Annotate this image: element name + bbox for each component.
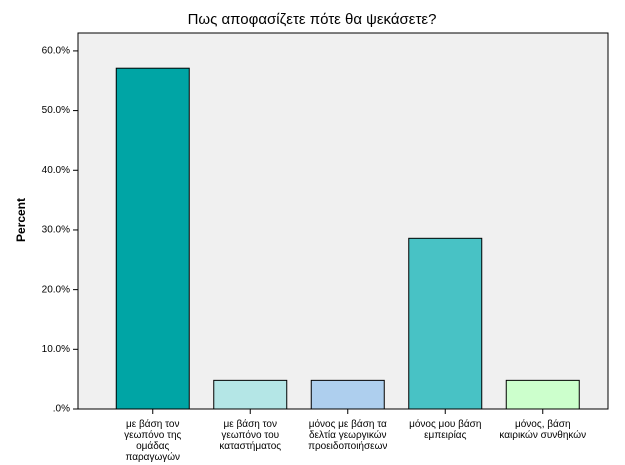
x-tick-label-line: εμπειρίας	[424, 429, 466, 441]
x-tick-label-line: μόνος με βάση τα	[309, 418, 387, 430]
x-tick-label-line: παραγωγών	[125, 451, 180, 463]
y-tick-label: 40.0%	[42, 165, 70, 176]
x-tick-label-line: με βάση τον	[126, 418, 179, 430]
x-tick-label-line: με βάση τον	[224, 418, 277, 430]
x-tick-label-line: γεωπόνο του	[221, 429, 279, 441]
x-tick-label-line: προειδοποιήσεων	[308, 440, 387, 452]
y-tick-label: 10.0%	[42, 344, 70, 355]
y-tick-label: .0%	[53, 404, 70, 415]
x-tick-label-line: γεωπόνο της	[124, 429, 181, 441]
x-tick-label-line: μόνος μου βάση	[409, 418, 481, 430]
x-tick-label-line: δελτία γεωργικών	[309, 429, 387, 441]
chart-title: Πως αποφασίζετε πότε θα ψεκάσετε?	[188, 11, 437, 28]
x-tick-label: με βάση τον γεωπόνο της ομάδας παραγωγών	[124, 418, 181, 463]
bar	[115, 67, 190, 410]
bar	[408, 237, 483, 410]
y-tick-label: 30.0%	[42, 225, 70, 236]
x-tick-label: μόνος μου βάση εμπειρίας	[409, 418, 481, 441]
x-tick-label-line: μόνος, βάση	[515, 418, 571, 430]
bar	[505, 379, 580, 410]
x-tick-label: μόνος με βάση τα δελτία γεωργικών προειδοπ…	[308, 418, 387, 452]
x-tick-label-line: ομάδας	[136, 440, 169, 452]
x-tick-label: με βάση τον γεωπόνο του καταστήματος	[219, 418, 281, 452]
bar	[213, 379, 288, 410]
x-tick-label: μόνος, βάση καιρικών συνθηκών	[499, 418, 586, 441]
y-tick-label: 60.0%	[42, 46, 70, 57]
y-tick-label: 50.0%	[42, 105, 70, 116]
x-tick-label-line: καταστήματος	[219, 440, 281, 452]
x-tick-label-line: καιρικών συνθηκών	[499, 429, 586, 441]
bar	[310, 379, 385, 410]
y-axis-label: Percent	[14, 198, 28, 242]
y-tick-label: 20.0%	[42, 284, 70, 295]
